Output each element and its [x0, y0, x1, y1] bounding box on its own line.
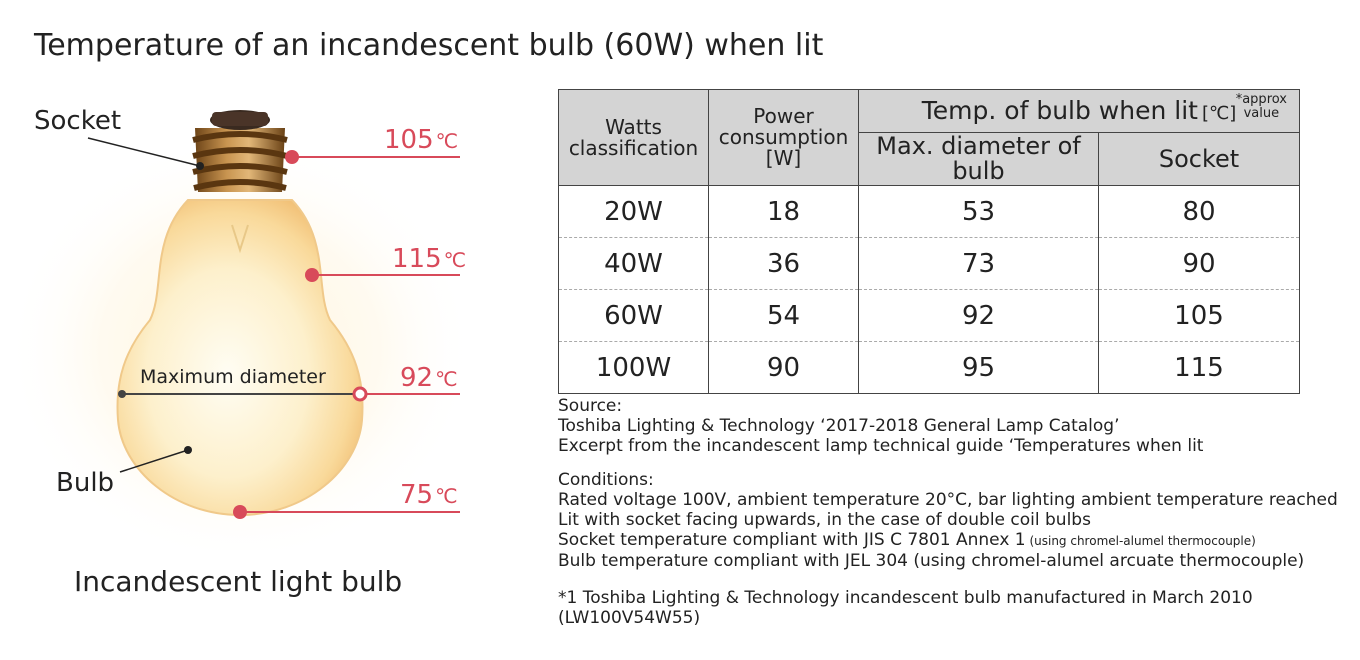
condition-small-text: (using chromel-alumel thermocouple) — [1025, 534, 1256, 548]
cell-max-diameter: 95 — [858, 341, 1099, 394]
approx-line1: *approx — [1235, 92, 1287, 107]
max-diameter-label: Maximum diameter — [140, 366, 326, 388]
cell-watts: 40W — [558, 237, 709, 290]
bulb-label: Bulb — [56, 468, 115, 498]
approx-line2: value — [1243, 105, 1280, 121]
source-line: Toshiba Lighting & Technology ‘2017-2018… — [558, 416, 1120, 436]
temp-upper-label: 115 ℃ — [392, 244, 466, 274]
cell-power: 36 — [708, 237, 859, 290]
cell-socket: 105 — [1098, 289, 1300, 342]
header-watts-line1: Watts — [605, 114, 662, 139]
condition-line: Lit with socket facing upwards, in the c… — [558, 510, 1091, 530]
temp-unit: ℃ — [435, 484, 458, 508]
page-title: Temperature of an incandescent bulb (60W… — [34, 28, 824, 63]
temp-value: 105 — [384, 125, 434, 155]
cell-power: 18 — [708, 185, 859, 238]
socket-graphic — [192, 110, 288, 192]
header-watts: Watts classification — [558, 88, 709, 187]
footnote-line: (LW100V54W55) — [558, 608, 701, 628]
approx-note: *approx value — [1236, 93, 1287, 120]
cell-power: 54 — [708, 289, 859, 342]
header-temp: Temp. of bulb when lit [℃] *approx value — [858, 89, 1300, 133]
cell-power: 90 — [708, 341, 859, 394]
socket-label: Socket — [34, 106, 122, 136]
temperature-table: Watts classification Power consumption [… — [558, 88, 1300, 395]
footnote-block: *1 Toshiba Lighting & Technology incande… — [558, 588, 1253, 628]
source-heading: Source: — [558, 396, 623, 416]
cell-socket: 80 — [1098, 185, 1300, 238]
figure-caption: Incandescent light bulb — [74, 565, 403, 598]
bulb-illustration — [5, 110, 475, 550]
header-watts-line2: classification — [568, 135, 699, 160]
header-power-line1: Power — [753, 104, 814, 129]
table-row: 20W 18 53 80 — [558, 185, 1300, 238]
condition-text: Socket temperature compliant with JIS C … — [558, 530, 1026, 550]
table-row: 40W 36 73 90 — [558, 237, 1300, 290]
header-socket: Socket — [1098, 131, 1300, 187]
temp-bottom-label: 75 ℃ — [400, 480, 458, 510]
header-max-diameter: Max. diameter of bulb — [858, 131, 1099, 187]
source-line: Excerpt from the incandescent lamp techn… — [558, 436, 1204, 456]
temp-value: 115 — [392, 244, 442, 274]
header-temp-unit: [℃] — [1201, 102, 1237, 124]
cell-watts: 20W — [558, 185, 709, 238]
temp-socket-label: 105 ℃ — [384, 125, 458, 155]
temp-max-diameter-label: 92 ℃ — [400, 363, 458, 393]
cell-socket: 115 — [1098, 341, 1300, 394]
footnote-line: *1 Toshiba Lighting & Technology incande… — [558, 588, 1253, 608]
header-temp-text: Temp. of bulb when lit — [921, 95, 1198, 125]
source-block: Source: Toshiba Lighting & Technology ‘2… — [558, 396, 1203, 456]
cell-max-diameter: 53 — [858, 185, 1099, 238]
cell-max-diameter: 92 — [858, 289, 1099, 342]
conditions-heading: Conditions: — [558, 470, 654, 490]
temp-unit: ℃ — [443, 248, 467, 272]
cell-socket: 90 — [1098, 237, 1300, 290]
header-power: Power consumption [W] — [708, 88, 859, 187]
table-row: 60W 54 92 105 — [558, 289, 1300, 342]
cell-watts: 60W — [558, 289, 709, 342]
temp-unit: ℃ — [435, 367, 458, 391]
temp-value: 92 — [400, 363, 434, 393]
header-power-line2: consumption — [718, 125, 849, 150]
conditions-block: Conditions: Rated voltage 100V, ambient … — [558, 470, 1338, 571]
header-power-line3: [W] — [765, 146, 802, 171]
cell-watts: 100W — [558, 341, 709, 394]
condition-line: Bulb temperature compliant with JEL 304 … — [558, 551, 1305, 571]
cell-max-diameter: 73 — [858, 237, 1099, 290]
condition-line: Socket temperature compliant with JIS C … — [558, 530, 1338, 551]
temp-unit: ℃ — [435, 129, 459, 153]
temp-value: 75 — [400, 480, 434, 510]
condition-line: Rated voltage 100V, ambient temperature … — [558, 490, 1338, 510]
table-row: 100W 90 95 115 — [558, 341, 1300, 394]
